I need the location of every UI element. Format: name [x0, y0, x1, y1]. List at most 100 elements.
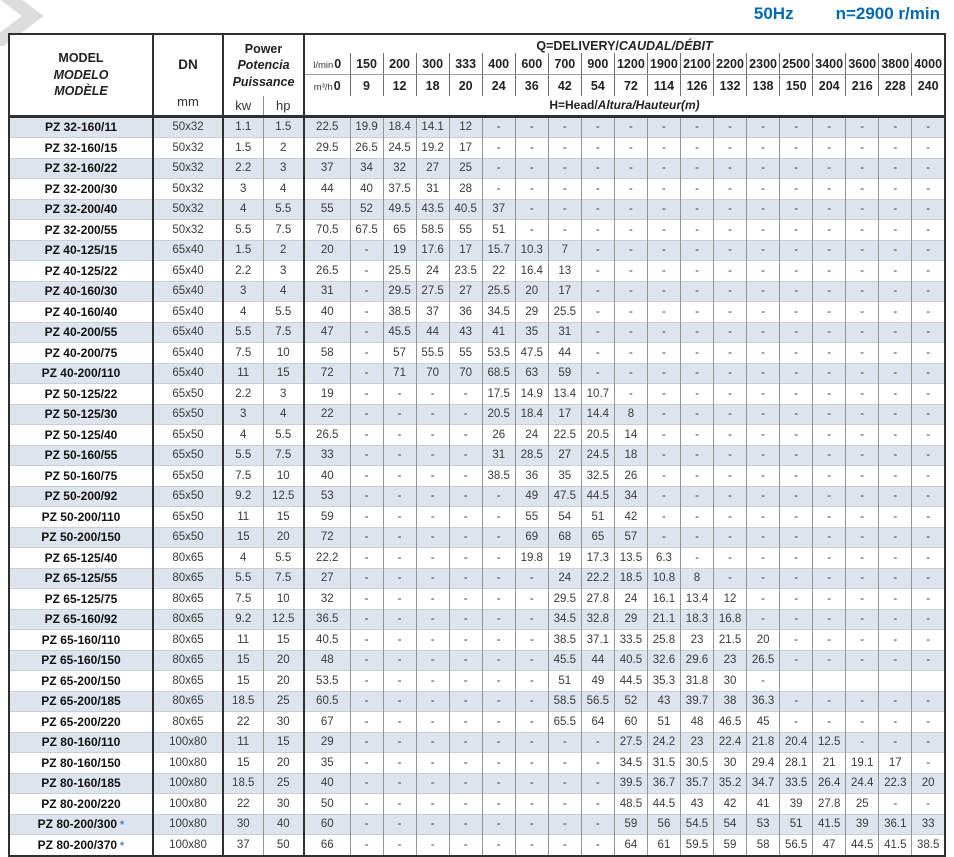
dn-cell: 50x32: [152, 198, 224, 220]
head-value-cell: -: [679, 280, 714, 302]
head-value-cell: -: [547, 731, 582, 753]
table-row: PZ 80-200/370 * 100x80 37 50 66- - - - - - - -64 61 59…: [9, 834, 945, 856]
head-value-cell: -: [514, 588, 549, 609]
head-value-cell: 18: [613, 444, 648, 466]
head-value-cell: -: [878, 444, 912, 466]
head-value-cell: 17.5: [481, 383, 516, 404]
head-value-cell: 60: [303, 813, 350, 835]
head-value-cell: 18.4: [514, 403, 549, 425]
head-value-cell: 63: [514, 362, 549, 384]
head-value-cell: -: [646, 157, 681, 179]
hp-cell: 7.5: [262, 444, 305, 466]
head-value-cell: -: [514, 813, 549, 835]
model-cell: PZ 65-160/110: [9, 629, 154, 650]
head-value-cell: -: [878, 260, 912, 281]
head-value-cell: -: [679, 157, 714, 179]
head-value-cell: 32.6: [646, 649, 681, 671]
head-value-cell: 53.5: [481, 342, 516, 363]
head-value-cell: -: [812, 239, 846, 261]
head-value-cell: 26.5: [349, 137, 384, 158]
head-value-cell: 68.5: [481, 362, 516, 384]
head-value-cell: -: [911, 588, 945, 609]
head-value-cell: -: [481, 813, 516, 835]
head-value-cell: -: [514, 834, 549, 856]
head-value-cell: -: [779, 629, 813, 650]
head-value-cell: 43: [448, 321, 483, 343]
head-value-cell: 68: [547, 526, 582, 548]
head-value-cell: 51: [547, 670, 582, 691]
head-value-cell: 27: [448, 280, 483, 302]
dn-cell: 80x65: [152, 670, 224, 691]
head-value-cell: 31: [303, 280, 350, 302]
model-cell: PZ 32-200/40: [9, 198, 154, 220]
head-value-cell: 44: [547, 342, 582, 363]
head-value-cell: -: [481, 506, 516, 527]
head-value-cell: -: [349, 260, 384, 281]
kw-cell: 2.2: [222, 383, 263, 404]
dn-cell: 65x40: [152, 342, 224, 363]
head-value-cell: -: [382, 834, 417, 856]
head-value-cell: -: [613, 321, 648, 343]
head-value-cell: 33.5: [613, 629, 648, 650]
head-value-cell: -: [878, 567, 912, 589]
head-value-cell: -: [349, 608, 384, 630]
head-value-cell: -: [349, 526, 384, 548]
head-value-cell: -: [878, 403, 912, 425]
head-value-cell: -: [646, 321, 681, 343]
head-value-cell: -: [911, 116, 945, 138]
head-value-cell: 22.3: [878, 772, 912, 794]
head-value-cell: 39.5: [613, 772, 648, 794]
head-value-cell: 36.1: [878, 813, 912, 835]
head-value-cell: -: [878, 198, 912, 220]
head-value-cell: 22.5: [547, 424, 582, 445]
head-value-cell: -: [713, 301, 747, 322]
head-value-cell: -: [382, 588, 417, 609]
lmin-col-200: 200: [382, 53, 417, 75]
head-value-cell: -: [878, 157, 912, 179]
head-value-cell: 6.3: [646, 547, 681, 568]
head-value-cell: 8: [679, 567, 714, 589]
head-value-cell: -: [812, 362, 846, 384]
head-value-cell: 54.5: [679, 813, 714, 835]
head-value-cell: -: [812, 506, 846, 527]
table-row: PZ 40-160/40 65x40 4 5.5 40-38.5 37 36 34.5 29 25…: [9, 301, 945, 322]
head-value-cell: -: [646, 137, 681, 158]
hp-cell: 1.5: [262, 116, 305, 138]
head-value-cell: -: [845, 629, 879, 650]
head-value-cell: -: [878, 588, 912, 609]
head-value-cell: 26.5: [303, 424, 350, 445]
head-value-cell: 13.4: [547, 383, 582, 404]
m3h-col-114: 114: [646, 74, 681, 96]
head-value-cell: 36.5: [303, 608, 350, 630]
head-value-cell: -: [878, 793, 912, 814]
head-value-cell: -: [845, 219, 879, 240]
head-value-cell: -: [878, 362, 912, 384]
head-value-cell: 52: [349, 198, 384, 220]
head-value-cell: -: [812, 342, 846, 363]
m3h-col-36: 36: [514, 74, 549, 96]
dn-cell: 100x80: [152, 813, 224, 835]
head-value-cell: -: [679, 485, 714, 507]
head-value-cell: -: [878, 321, 912, 343]
head-value-cell: -: [812, 403, 846, 425]
head-value-cell: -: [911, 526, 945, 548]
kw-cell: 2.2: [222, 260, 263, 281]
head-value-cell: -: [349, 362, 384, 384]
head-value-cell: -: [382, 506, 417, 527]
head-value-cell: -: [679, 116, 714, 138]
flow-m3h-header-row: m³/h0 9 12 18 20 24 36 42 54 72 114 126 132 138 150 204…: [9, 74, 945, 96]
table-row: PZ 50-200/92 65x50 9.2 12.5 53- - - - -49 47.5 44.…: [9, 485, 945, 507]
head-value-cell: -: [382, 608, 417, 630]
dn-cell: 65x50: [152, 485, 224, 507]
head-value-cell: -: [679, 506, 714, 527]
head-value-cell: -: [812, 198, 846, 220]
hp-cell: 5.5: [262, 198, 305, 220]
head-value-cell: -: [713, 178, 747, 199]
head-value-cell: -: [878, 629, 912, 650]
head-value-cell: 18.4: [382, 116, 417, 138]
head-value-cell: -: [746, 116, 780, 138]
head-value-cell: -: [514, 178, 549, 199]
head-value-cell: 38.5: [481, 465, 516, 486]
head-value-cell: -: [415, 588, 450, 609]
kw-cell: 18.5: [222, 690, 263, 712]
